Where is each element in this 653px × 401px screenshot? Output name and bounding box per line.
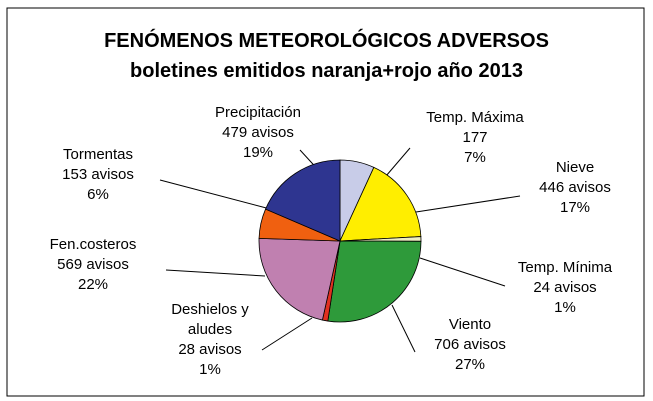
percent-label: 1% xyxy=(554,299,576,316)
leader-line xyxy=(159,179,275,211)
percent-label: 22% xyxy=(77,276,109,293)
leader-line xyxy=(419,257,506,287)
slice-label: Temp. Máxima 177 7% xyxy=(405,108,545,168)
category-label: Temp. Mínima xyxy=(517,259,613,276)
percent-label: 17% xyxy=(559,199,591,216)
percent-label: 1% xyxy=(199,361,221,378)
slice-label: Tormentas 153 avisos 6% xyxy=(28,145,168,205)
slice-label: Fen.costeros 569 avisos 22% xyxy=(23,235,163,295)
value-label: 569 avisos xyxy=(57,256,129,273)
leader-line xyxy=(261,317,313,351)
pie-slice xyxy=(265,159,341,242)
slice-label: Nieve 446 avisos 17% xyxy=(505,158,645,218)
value-label: 479 avisos xyxy=(222,124,294,141)
pie-slice xyxy=(258,237,341,321)
value-label: 24 avisos xyxy=(533,279,597,296)
leader-line xyxy=(415,195,521,213)
chart-subtitle: boletines emitidos naranja+rojo año 2013 xyxy=(130,60,523,82)
value-label: 706 avisos xyxy=(434,336,506,353)
leader-line xyxy=(391,304,416,353)
chart-frame xyxy=(6,7,645,397)
percent-label: 27% xyxy=(454,356,486,373)
pie-slice xyxy=(339,166,422,242)
category-label: Nieve xyxy=(555,159,595,176)
category-label: Deshielos y aludes xyxy=(171,301,249,338)
slice-label: Precipitación 479 avisos 19% xyxy=(188,103,328,163)
pie-slice xyxy=(327,240,422,323)
value-label: 153 avisos xyxy=(62,166,134,183)
slice-label: Viento 706 avisos 27% xyxy=(400,315,540,375)
category-label: Temp. Máxima xyxy=(426,109,524,126)
leader-lines xyxy=(159,147,521,353)
value-label: 28 avisos xyxy=(178,341,242,358)
leader-line xyxy=(165,269,266,277)
value-label: 177 xyxy=(462,129,488,146)
chart-title: FENÓMENOS METEOROLÓGICOS ADVERSOS xyxy=(104,30,549,52)
pie xyxy=(258,159,422,323)
percent-label: 7% xyxy=(464,149,486,166)
slice-label: Deshielos y aludes 28 avisos 1% xyxy=(155,300,265,380)
leader-line xyxy=(385,147,411,177)
category-label: Fen.costeros xyxy=(49,236,137,253)
category-label: Viento xyxy=(448,316,492,333)
percent-label: 19% xyxy=(242,144,274,161)
percent-label: 6% xyxy=(87,186,109,203)
slice-label: Temp. Mínima 24 avisos 1% xyxy=(495,258,635,318)
value-label: 446 avisos xyxy=(539,179,611,196)
category-label: Tormentas xyxy=(62,146,134,163)
category-label: Precipitación xyxy=(215,104,301,121)
